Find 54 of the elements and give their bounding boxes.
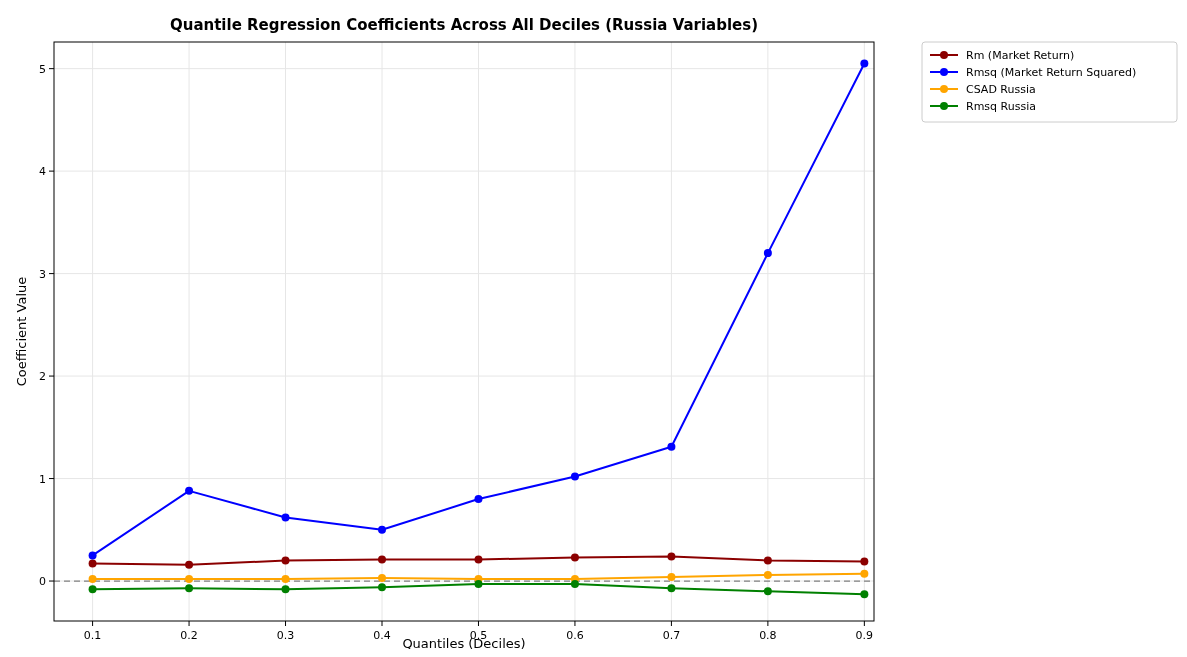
point	[185, 560, 194, 569]
y-tick-label: 2	[39, 370, 46, 384]
point	[474, 555, 483, 564]
point	[570, 580, 579, 589]
point	[474, 580, 483, 589]
point	[860, 590, 869, 599]
x-tick-label: 0.7	[662, 629, 681, 642]
point	[185, 584, 194, 593]
point	[570, 472, 579, 481]
point	[667, 584, 676, 593]
point	[667, 572, 676, 581]
point	[185, 486, 194, 495]
point	[763, 556, 772, 565]
legend-label: Rmsq Russia	[966, 100, 1036, 113]
y-tick-label: 0	[39, 575, 46, 589]
legend-label: Rm (Market Return)	[966, 49, 1075, 62]
point	[281, 585, 290, 594]
point	[763, 570, 772, 579]
point	[281, 556, 290, 565]
point	[667, 442, 676, 451]
point	[88, 585, 97, 594]
point	[860, 59, 869, 68]
point	[88, 574, 97, 583]
chart-title: Quantile Regression Coefficients Across All Deciles (Russia Variables)	[169, 16, 759, 34]
y-tick-label: 4	[39, 165, 46, 179]
x-tick-label: 0.3	[276, 629, 295, 642]
point	[378, 583, 386, 592]
point	[281, 574, 290, 583]
point	[378, 573, 386, 582]
point	[185, 574, 194, 583]
x-tick-label: 0.9	[855, 629, 874, 642]
x-tick-label: 0.1	[83, 629, 102, 642]
y-axis-title: Coefficient Value	[14, 276, 29, 387]
point	[763, 249, 772, 258]
point	[378, 555, 386, 564]
legend-label: Rmsq (Market Return Squared)	[966, 66, 1137, 79]
point	[570, 553, 579, 562]
point	[860, 569, 869, 578]
y-tick-label: 3	[39, 267, 46, 281]
legend-label: CSAD Russia	[966, 83, 1036, 96]
point	[378, 525, 386, 534]
x-tick-label: 0.4	[373, 629, 391, 642]
point	[667, 552, 676, 561]
x-tick-label: 0.2	[180, 629, 198, 642]
point	[763, 587, 772, 596]
x-tick-label: 0.6	[566, 629, 584, 642]
point	[281, 513, 290, 522]
point	[88, 551, 97, 560]
y-tick-label: 5	[39, 62, 46, 76]
point	[860, 557, 869, 566]
point	[88, 559, 97, 568]
x-tick-label: 0.8	[759, 629, 777, 642]
point	[474, 495, 483, 504]
y-tick-label: 1	[39, 472, 46, 486]
